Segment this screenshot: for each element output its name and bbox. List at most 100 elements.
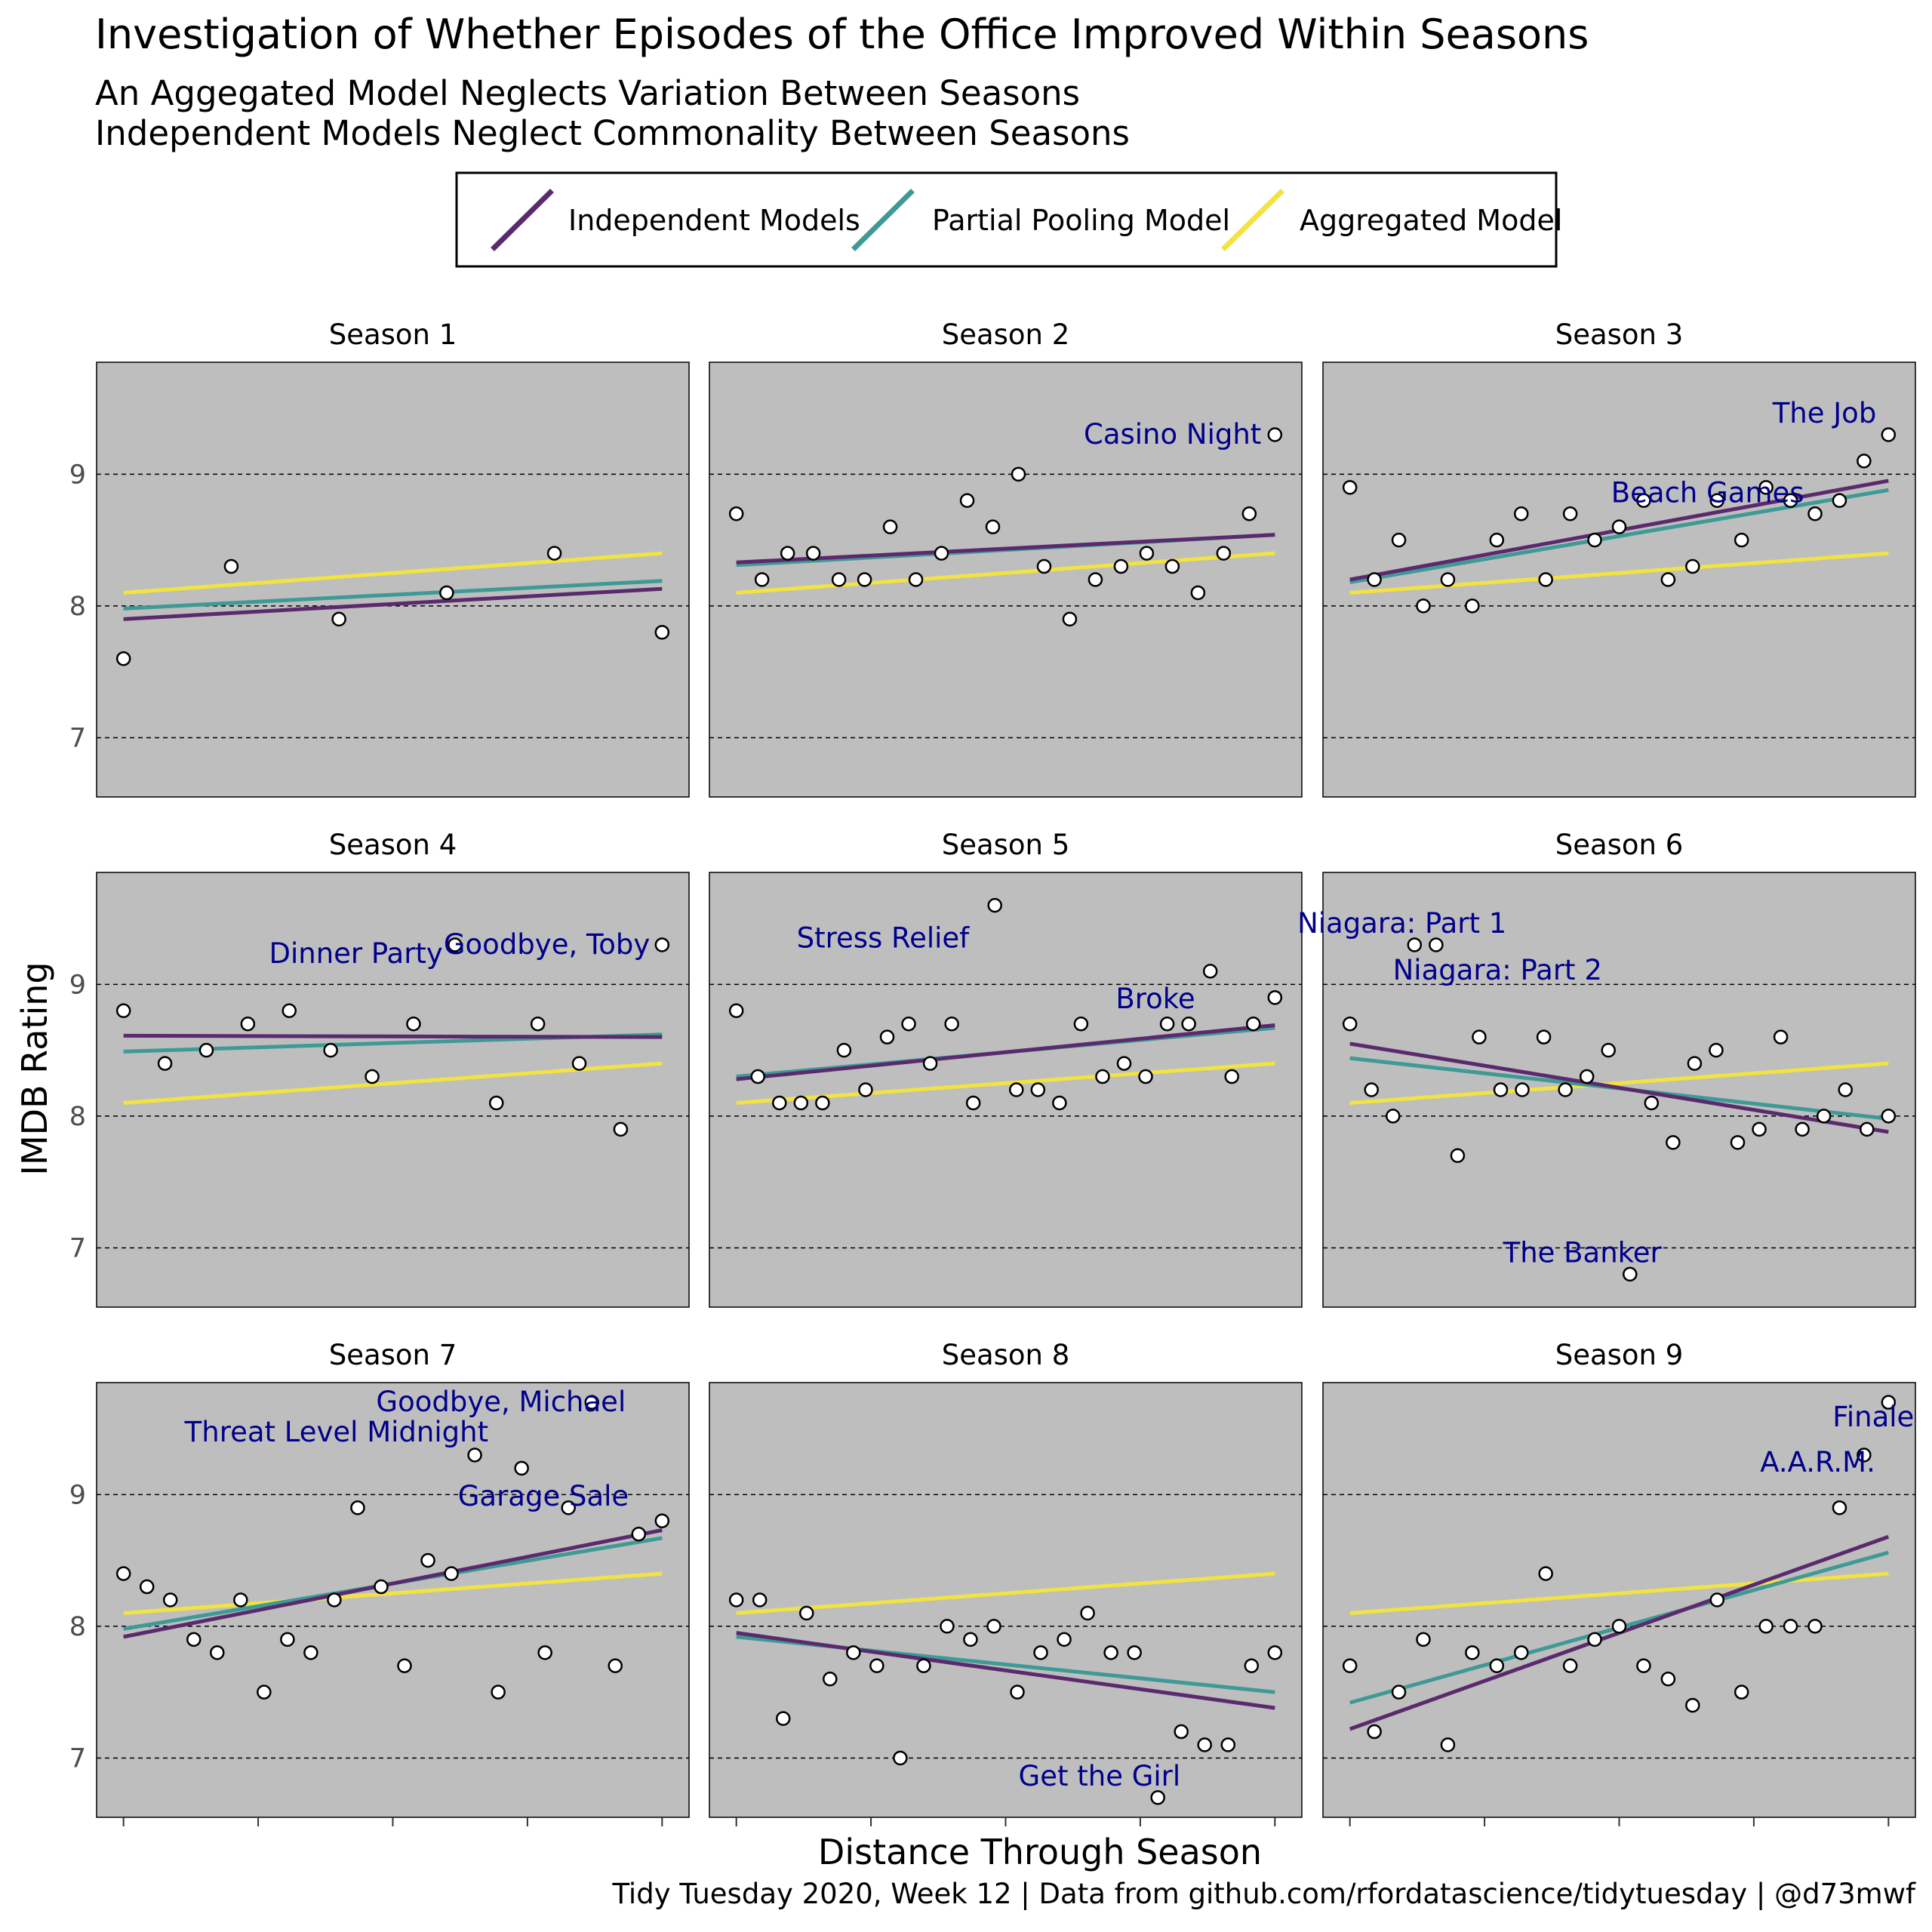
season-7-point-18 <box>514 1460 529 1476</box>
season-5-point-1 <box>728 1003 744 1019</box>
season-1-y-tick-label-7: 7 <box>69 723 86 753</box>
season-3-point-20 <box>1807 506 1823 521</box>
season-7-annotation-3: Goodbye, Michael <box>376 1386 626 1418</box>
season-1-y-tick-label-8: 8 <box>69 592 86 622</box>
season-5-point-17 <box>1073 1016 1089 1032</box>
season-5-point-20 <box>1138 1069 1153 1084</box>
season-5-point-16 <box>1052 1095 1067 1111</box>
season-2-point-9 <box>934 546 949 561</box>
season-3-point-14 <box>1660 572 1676 587</box>
legend-key-3 <box>1221 189 1284 251</box>
season-6-point-16 <box>1666 1135 1681 1150</box>
season-3-point-6 <box>1465 598 1480 614</box>
season-1-point-2 <box>223 558 239 574</box>
season-1-point-4 <box>439 585 454 601</box>
season-8-point-2 <box>752 1592 768 1607</box>
season-6-strip-label: Season 6 <box>1555 829 1684 861</box>
season-7-point-15 <box>444 1566 459 1581</box>
season-8-point-6 <box>846 1645 861 1660</box>
season-7-y-tick-label-7: 7 <box>69 1743 86 1774</box>
season-3-point-4 <box>1416 598 1431 614</box>
season-1-y-tick-label-9: 9 <box>69 460 86 490</box>
season-9-point-8 <box>1513 1645 1529 1660</box>
season-5-point-14 <box>1009 1082 1024 1097</box>
season-5-point-7 <box>858 1082 873 1097</box>
season-9-point-22 <box>1857 1447 1872 1463</box>
season-9-point-3 <box>1391 1684 1407 1700</box>
season-4-point-2 <box>157 1056 173 1071</box>
season-6-point-7 <box>1472 1029 1487 1044</box>
season-6-point-15 <box>1644 1095 1660 1111</box>
season-9-point-21 <box>1832 1500 1847 1515</box>
season-7-aggregated-line <box>123 1571 663 1615</box>
season-8-point-17 <box>1103 1645 1118 1660</box>
season-7-point-17 <box>491 1684 506 1700</box>
season-4-aggregated-line <box>123 1061 663 1105</box>
season-3-point-16 <box>1709 493 1725 509</box>
season-6-point-22 <box>1795 1121 1810 1137</box>
season-8-point-1 <box>728 1592 744 1607</box>
season-5-point-11 <box>944 1016 959 1032</box>
season-3-point-17 <box>1734 532 1749 548</box>
season-9-point-7 <box>1489 1658 1505 1674</box>
season-8-point-20 <box>1174 1724 1189 1740</box>
season-9-aggregated-line <box>1349 1571 1889 1615</box>
season-6-point-17 <box>1687 1056 1703 1071</box>
season-8-point-19 <box>1150 1790 1165 1805</box>
season-4-annotation-2: Goodbye, Toby <box>444 928 650 961</box>
season-6-annotation-1: Niagara: Part 1 <box>1297 907 1506 940</box>
season-5-point-3 <box>772 1095 787 1111</box>
season-6-point-11 <box>1558 1082 1573 1097</box>
season-5-point-12 <box>965 1095 981 1111</box>
season-3-point-18 <box>1758 480 1774 495</box>
season-5-point-19 <box>1116 1056 1132 1071</box>
season-8-aggregated-line <box>736 1571 1275 1615</box>
season-4-point-11 <box>530 1016 546 1032</box>
season-3-point-3 <box>1391 532 1407 548</box>
season-9-point-1 <box>1342 1658 1358 1674</box>
season-7-point-8 <box>280 1632 295 1647</box>
season-9-point-2 <box>1367 1724 1382 1740</box>
season-5-aggregated-line <box>736 1061 1275 1105</box>
season-9-annotation-2: Finale <box>1832 1401 1914 1433</box>
season-4-point-14 <box>654 937 670 952</box>
season-3-point-21 <box>1832 493 1847 509</box>
chart-subtitle-line-2: Independent Models Neglect Commonality B… <box>95 113 1130 153</box>
season-6-point-14 <box>1623 1266 1638 1282</box>
season-7-point-11 <box>350 1500 365 1515</box>
season-4-strip-label: Season 4 <box>329 829 457 861</box>
season-5-point-6 <box>836 1042 852 1058</box>
season-2-panel <box>709 361 1303 798</box>
legend-box <box>455 171 1558 268</box>
season-4-point-6 <box>323 1042 338 1058</box>
season-2-point-22 <box>1267 427 1283 442</box>
season-2-point-2 <box>754 572 770 587</box>
season-1-independent-line <box>123 586 663 621</box>
season-9-point-6 <box>1465 1645 1480 1660</box>
season-9-point-15 <box>1685 1697 1700 1713</box>
season-7-point-7 <box>257 1684 272 1700</box>
season-6-point-13 <box>1601 1042 1616 1058</box>
legend-label-3: Aggregated Model <box>1300 204 1562 237</box>
season-6-point-4 <box>1407 937 1423 952</box>
season-3-point-19 <box>1783 493 1798 509</box>
season-7-point-4 <box>186 1632 202 1647</box>
season-9-point-10 <box>1562 1658 1578 1674</box>
season-7-point-22 <box>608 1658 623 1674</box>
season-2-point-7 <box>882 519 898 534</box>
season-6-point-24 <box>1838 1082 1853 1097</box>
season-4-point-4 <box>240 1016 256 1032</box>
season-5-annotation-2: Broke <box>1115 983 1195 1015</box>
season-5-point-25 <box>1246 1016 1261 1032</box>
season-9-point-4 <box>1416 1632 1431 1647</box>
season-6-point-6 <box>1450 1148 1466 1164</box>
season-6-point-18 <box>1709 1042 1724 1058</box>
season-2-aggregated-line <box>736 551 1275 595</box>
season-7-point-3 <box>162 1592 178 1607</box>
season-4-y-tick-label-8: 8 <box>69 1102 86 1132</box>
season-4-point-1 <box>115 1003 131 1019</box>
season-4-point-13 <box>613 1121 629 1137</box>
season-7-y-tick-label-8: 8 <box>69 1612 86 1642</box>
season-9-point-17 <box>1734 1684 1749 1700</box>
